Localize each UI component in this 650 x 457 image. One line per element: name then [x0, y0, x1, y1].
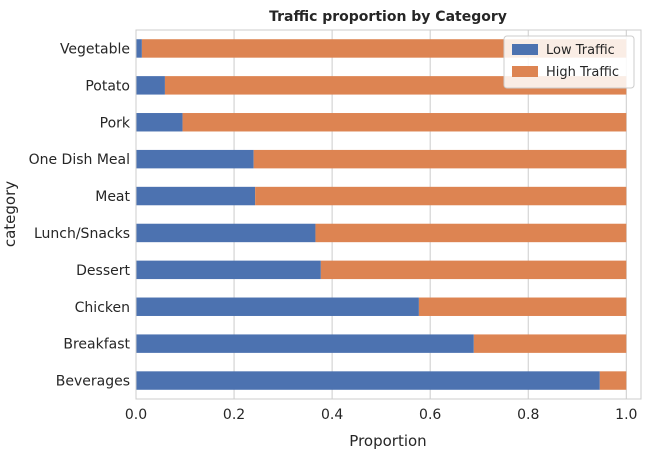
bar-low-traffic	[136, 113, 183, 132]
x-tick-label: 1.0	[615, 407, 637, 423]
plot-frame	[135, 29, 642, 400]
bar-low-traffic	[136, 76, 165, 95]
bar-high-traffic	[255, 186, 627, 206]
bar-high-traffic	[320, 260, 627, 280]
legend-swatch	[512, 44, 538, 55]
y-tick-labels: Beverages Breakfast Chicken Dessert Lunch/Sn…	[29, 41, 131, 389]
x-tick-label: 0.6	[419, 407, 441, 423]
y-axis-label: category	[1, 181, 19, 247]
category-label: Pork	[100, 115, 131, 131]
category-label: Potato	[85, 78, 130, 94]
bar-low-traffic	[136, 39, 142, 58]
category-label: One Dish Meal	[29, 152, 130, 168]
category-label: Meat	[95, 189, 130, 205]
x-axis-label: Proportion	[349, 432, 426, 450]
chart-title: Traffic proportion by Category	[269, 9, 507, 25]
bar-high-traffic	[473, 334, 627, 353]
category-label: Lunch/Snacks	[34, 226, 130, 242]
category-label: Breakfast	[63, 337, 130, 353]
x-tick-labels: 0.0 0.2 0.4 0.6 0.8 1.0	[125, 407, 638, 423]
x-tick-label: 0.4	[321, 407, 343, 423]
bar-high-traffic	[599, 371, 627, 390]
bar-low-traffic	[136, 186, 256, 206]
legend-swatch	[512, 66, 538, 77]
x-tick-label: 0.2	[223, 407, 245, 423]
legend-entry: High Traffic	[546, 65, 619, 80]
x-tick-label: 0.8	[517, 407, 539, 423]
bar-low-traffic	[136, 334, 474, 353]
legend: Low Traffic High Traffic	[503, 35, 635, 89]
bar-low-traffic	[136, 223, 316, 243]
category-label: Beverages	[56, 374, 130, 390]
bar-high-traffic	[315, 223, 627, 243]
bar-low-traffic	[136, 149, 254, 169]
bar-high-traffic	[253, 149, 627, 169]
bar-low-traffic	[136, 371, 600, 390]
bar-high-traffic	[418, 297, 627, 316]
x-tick-label: 0.0	[125, 407, 147, 423]
bar-low-traffic	[136, 260, 321, 280]
category-label: Vegetable	[60, 41, 130, 57]
bar-low-traffic	[136, 297, 419, 316]
category-label: Dessert	[76, 263, 130, 279]
bar-high-traffic	[182, 113, 627, 132]
category-label: Chicken	[75, 300, 130, 316]
legend-entry: Low Traffic	[546, 43, 615, 58]
